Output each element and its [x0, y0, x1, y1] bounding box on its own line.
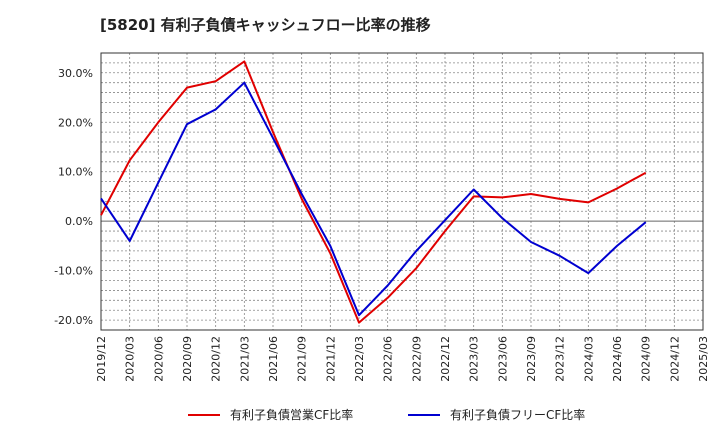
x-tick-label: 2023/03	[468, 336, 481, 382]
x-tick-label: 2020/03	[124, 336, 137, 382]
x-tick-label: 2023/12	[554, 336, 567, 382]
chart-title: [5820] 有利子負債キャッシュフロー比率の推移	[100, 16, 431, 34]
x-tick-label: 2025/03	[697, 336, 710, 382]
legend-label-2: 有利子負債フリーCF比率	[450, 407, 585, 422]
y-tick-label: -20.0%	[54, 314, 93, 327]
series-line-2	[100, 81, 647, 317]
x-tick-label: 2024/12	[668, 336, 681, 382]
x-tick-label: 2022/09	[410, 336, 423, 382]
y-tick-label: -10.0%	[54, 265, 93, 278]
x-tick-label: 2022/03	[353, 336, 366, 382]
x-tick-label: 2020/09	[181, 336, 194, 382]
x-tick-label: 2022/12	[439, 336, 452, 382]
y-tick-label: 10.0%	[58, 166, 93, 179]
x-tick-label: 2021/12	[324, 336, 337, 382]
x-tick-label: 2023/06	[496, 336, 509, 382]
y-tick-label: 0.0%	[65, 215, 93, 228]
x-tick-label: 2021/03	[238, 336, 251, 382]
x-tick-label: 2021/09	[296, 336, 309, 382]
x-tick-label: 2024/06	[611, 336, 624, 382]
x-tick-label: 2019/12	[95, 336, 108, 382]
x-tick-label: 2020/12	[210, 336, 223, 382]
legend-label-1: 有利子負債営業CF比率	[230, 407, 353, 422]
x-tick-label: 2022/06	[382, 336, 395, 382]
series-line-1	[100, 60, 647, 324]
y-tick-label: 30.0%	[58, 67, 93, 80]
x-tick-label: 2021/06	[267, 336, 280, 382]
x-tick-label: 2020/06	[152, 336, 165, 382]
y-tick-label: 20.0%	[58, 116, 93, 129]
x-tick-label: 2024/09	[640, 336, 653, 382]
x-tick-label: 2024/03	[582, 336, 595, 382]
plot-border	[100, 52, 704, 331]
x-tick-label: 2023/09	[525, 336, 538, 382]
